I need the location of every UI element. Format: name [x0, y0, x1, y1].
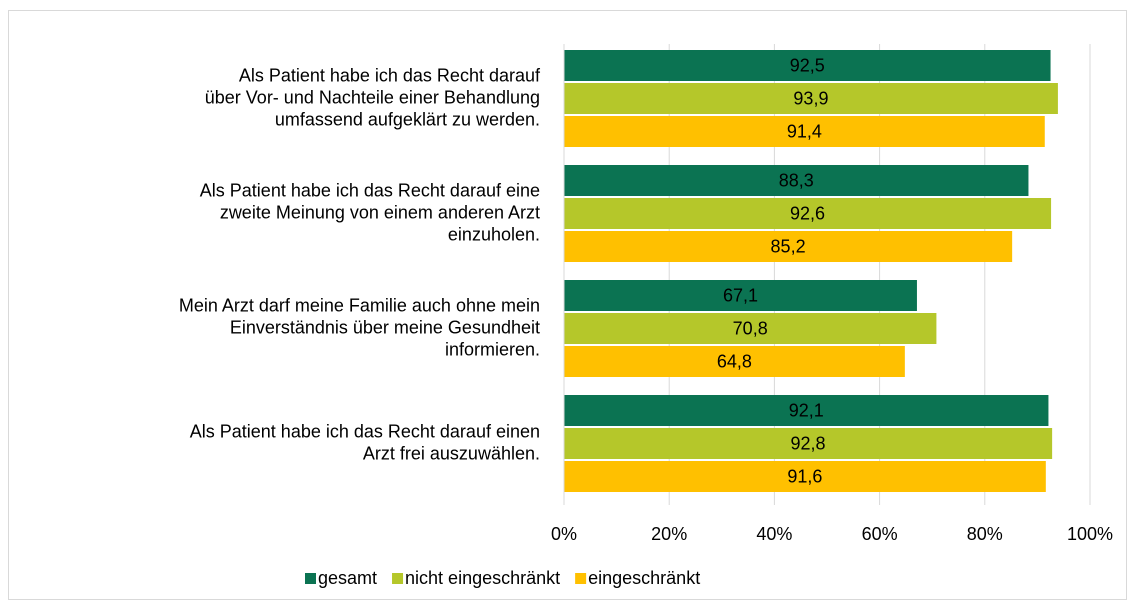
- data-label: 67,1: [723, 285, 758, 305]
- data-label: 92,5: [790, 55, 825, 75]
- data-label: 91,6: [787, 466, 822, 486]
- x-tick-label: 20%: [651, 524, 687, 544]
- category-label: Mein Arzt darf meine Familie auch ohne m…: [179, 295, 540, 359]
- bar: [564, 198, 1052, 229]
- x-tick-label: 100%: [1067, 524, 1113, 544]
- data-label: 92,1: [789, 400, 824, 420]
- legend-swatch: [305, 573, 316, 584]
- x-tick-label: 60%: [862, 524, 898, 544]
- legend-label: eingeschränkt: [588, 568, 700, 588]
- bar: [564, 461, 1046, 492]
- legend-label: nicht eingeschränkt: [405, 568, 560, 588]
- bar: [564, 428, 1053, 459]
- bar: [564, 313, 937, 344]
- bar: [564, 280, 917, 311]
- legend-swatch: [392, 573, 404, 584]
- x-tick-label: 80%: [967, 524, 1003, 544]
- category-label: Als Patient habe ich das Recht darauf ei…: [190, 421, 540, 463]
- category-label: Als Patient habe ich das Recht darauf übe…: [205, 65, 541, 129]
- x-tick-label: 40%: [756, 524, 792, 544]
- bar: [564, 395, 1049, 426]
- bar: [564, 165, 1029, 196]
- data-label: 88,3: [779, 170, 814, 190]
- data-label: 70,8: [733, 318, 768, 338]
- data-label: 64,8: [717, 351, 752, 371]
- data-label: 92,8: [791, 433, 826, 453]
- x-tick-label: 0%: [551, 524, 577, 544]
- data-label: 92,6: [790, 203, 825, 223]
- bar: [564, 83, 1058, 114]
- legend-label: gesamt: [318, 568, 377, 588]
- data-label: 91,4: [787, 121, 822, 141]
- bar: [564, 346, 905, 377]
- data-label: 93,9: [793, 88, 828, 108]
- legend-swatch: [575, 573, 587, 584]
- bar: [564, 116, 1045, 147]
- category-label: Als Patient habe ich das Recht darauf ei…: [200, 180, 540, 244]
- bar: [564, 50, 1051, 81]
- bar: [564, 231, 1013, 262]
- data-label: 85,2: [771, 236, 806, 256]
